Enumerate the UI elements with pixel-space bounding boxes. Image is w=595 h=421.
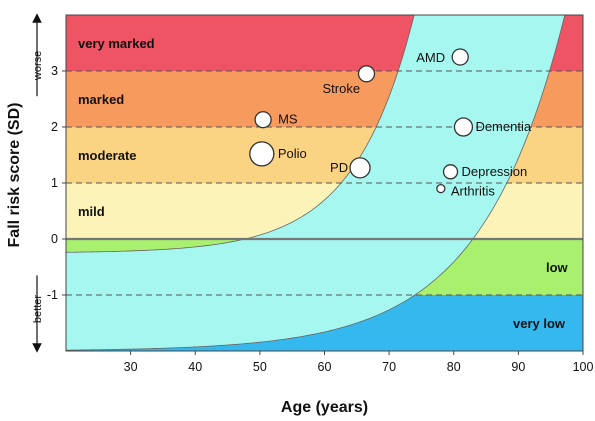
point-polio — [249, 141, 275, 167]
point-label-stroke: Stroke — [323, 81, 361, 96]
point-label-polio: Polio — [278, 146, 307, 161]
x-tick-label-70: 70 — [382, 360, 396, 374]
y-axis-title: Fall risk score (SD) — [6, 103, 23, 248]
point-label-dementia: Dementia — [475, 119, 531, 134]
normal-range-band — [66, 15, 566, 351]
point-depression — [442, 164, 459, 180]
zone-label-very-marked: very marked — [78, 36, 155, 51]
zone-label-moderate: moderate — [78, 148, 137, 163]
y-tick-label-0: 0 — [51, 232, 58, 246]
plot-area — [66, 15, 583, 351]
point-label-amd: AMD — [416, 50, 445, 65]
zone-label-marked: marked — [78, 92, 124, 107]
x-tick-label-90: 90 — [511, 360, 525, 374]
zone-label-low: low — [546, 260, 569, 275]
point-label-ms: MS — [278, 112, 298, 127]
point-label-pd: PD — [330, 160, 348, 175]
x-tick-label-60: 60 — [318, 360, 332, 374]
x-axis-title: Age (years) — [281, 399, 368, 416]
point-arthritis — [436, 183, 446, 194]
x-tick-label-40: 40 — [188, 360, 202, 374]
chart-overlay: very marked marked moderate mild low very low… — [66, 36, 583, 331]
better-label: better — [32, 295, 44, 323]
zone-label-mild: mild — [78, 204, 105, 219]
point-dementia — [453, 117, 474, 137]
chart-axes: 30 40 50 60 70 80 90 100 3 2 1 0 -1 Age (years) Fall r… — [6, 13, 594, 416]
point-stroke — [357, 65, 376, 83]
worse-label: worse — [32, 51, 44, 81]
zone-label-very-low: very low — [513, 316, 566, 331]
x-tick-label-100: 100 — [573, 360, 594, 374]
point-label-depression: Depression — [462, 164, 528, 179]
y-tick-label-3: 3 — [51, 64, 58, 78]
y-tick-label-2: 2 — [51, 120, 58, 134]
point-ms — [254, 111, 272, 129]
point-label-arthritis: Arthritis — [451, 184, 496, 199]
point-amd — [451, 48, 469, 66]
y-tick-label-1: 1 — [51, 176, 58, 190]
x-tick-label-80: 80 — [447, 360, 461, 374]
point-pd — [349, 157, 371, 179]
y-tick-label--1: -1 — [47, 288, 58, 302]
x-tick-label-50: 50 — [253, 360, 267, 374]
x-tick-label-30: 30 — [124, 360, 138, 374]
